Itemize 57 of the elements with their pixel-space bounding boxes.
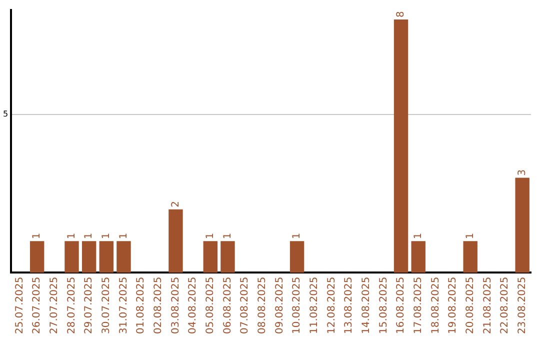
data-label: 1 [464, 232, 476, 240]
x-tick-label: 05.08.2025 [204, 276, 216, 334]
x-tick-label: 01.08.2025 [136, 276, 147, 334]
bar [30, 241, 44, 273]
x-tick-label: 04.08.2025 [188, 276, 199, 334]
bar [290, 241, 304, 273]
x-tick-label: 03.08.2025 [170, 276, 182, 334]
data-label: 1 [84, 232, 95, 240]
bar [463, 241, 478, 273]
data-label: 1 [204, 232, 216, 240]
data-label: 1 [101, 232, 112, 240]
x-tick-label: 21.08.2025 [482, 276, 494, 334]
bar [82, 241, 96, 273]
x-tick-label: 07.08.2025 [240, 276, 251, 334]
data-label: 1 [222, 232, 234, 240]
x-tick-label: 06.08.2025 [222, 276, 234, 334]
data-label: 1 [66, 232, 78, 240]
data-label: 3 [516, 169, 528, 176]
x-tick-label: 28.07.2025 [66, 276, 78, 334]
x-tick-label: 18.08.2025 [430, 276, 442, 334]
x-tick-label: 12.08.2025 [326, 276, 338, 334]
x-tick-label: 22.08.2025 [500, 276, 511, 334]
data-label: 1 [412, 232, 424, 240]
bar [515, 178, 530, 273]
y-tick-label: 5 [2, 110, 8, 119]
x-tick-label: 14.08.2025 [360, 276, 372, 334]
x-tick-label: 31.07.2025 [118, 276, 130, 334]
bar [64, 241, 79, 273]
x-tick-label: 20.08.2025 [464, 276, 476, 334]
x-tick-label: 15.08.2025 [378, 276, 390, 334]
bar [99, 241, 114, 273]
x-tick-label: 09.08.2025 [274, 276, 286, 334]
bar [203, 241, 218, 273]
x-tick-label: 10.08.2025 [292, 276, 303, 334]
x-tick-label: 11.08.2025 [308, 276, 320, 334]
x-tick-label: 17.08.2025 [412, 276, 424, 334]
x-tick-label: 16.08.2025 [396, 276, 407, 334]
bar [168, 209, 183, 273]
bar [220, 241, 235, 273]
x-tick-label: 23.08.2025 [516, 276, 528, 334]
bar [411, 241, 426, 273]
data-label: 1 [118, 232, 130, 240]
x-tick-label: 25.07.2025 [14, 276, 26, 334]
data-label: 1 [32, 232, 43, 240]
bar [394, 19, 408, 273]
x-tick-label: 08.08.2025 [256, 276, 268, 334]
x-tick-label: 30.07.2025 [101, 276, 112, 334]
x-tick-label: 19.08.2025 [448, 276, 459, 334]
x-tick-label: 02.08.2025 [152, 276, 164, 334]
x-tick-label: 13.08.2025 [344, 276, 355, 334]
data-label: 1 [292, 232, 303, 240]
data-label: 8 [396, 11, 407, 18]
x-tick-label: 26.07.2025 [32, 276, 43, 334]
x-tick-label: 29.07.2025 [84, 276, 95, 334]
data-label: 2 [170, 201, 182, 208]
x-tick-label: 27.07.2025 [49, 276, 60, 334]
bar [116, 241, 131, 273]
